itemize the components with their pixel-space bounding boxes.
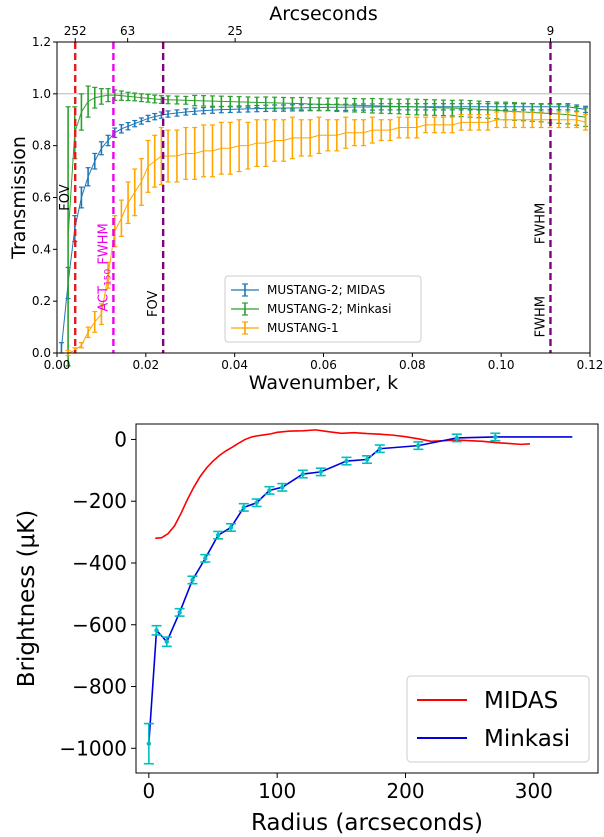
x-axis-title: Radius (arcseconds)	[251, 810, 483, 836]
legend-label: MUSTANG-2; MIDAS	[267, 283, 385, 297]
vline-label: FWHM	[533, 296, 548, 337]
y-tick-label: 1.2	[32, 35, 51, 49]
data-point	[377, 446, 383, 451]
brightness-chart: 0 100 200 300 0 −200 −400 −600 −800 −1000 Radius (…	[14, 423, 599, 836]
y-tick-label: 1.0	[32, 87, 51, 101]
legend-label: Minkasi	[484, 726, 570, 752]
y-tick-label: −1000	[59, 736, 127, 760]
data-point	[493, 434, 498, 440]
y-tick-label: 0	[114, 427, 127, 451]
series-1	[65, 85, 589, 367]
legend-label: MIDAS	[484, 688, 558, 714]
legend: MIDAS Minkasi	[406, 675, 590, 763]
data-point	[190, 577, 195, 583]
vline-label: FOV	[146, 290, 161, 316]
x-tick-label: 200	[386, 779, 424, 803]
data-point	[215, 532, 221, 538]
y-tick-label: 0.0	[32, 346, 51, 360]
y-tick-label: 0.8	[32, 139, 51, 153]
data-point	[203, 556, 208, 561]
vline-label-part: ACT	[96, 286, 111, 312]
data-point	[241, 505, 246, 510]
data-point	[177, 610, 182, 615]
y-tick-label: −400	[72, 551, 127, 575]
series-line	[155, 429, 531, 540]
legend-box	[406, 675, 590, 763]
x-tick-label: 0.00	[44, 358, 71, 372]
data-point	[267, 488, 272, 493]
legend: MUSTANG-2; MIDAS MUSTANG-2; Minkasi MUSTAN…	[224, 275, 422, 343]
vline-label-part: 150	[103, 269, 113, 286]
data-point	[300, 471, 306, 477]
top-axis-title: Arcseconds	[269, 3, 378, 25]
data-point	[228, 525, 234, 530]
y-tick-label: −200	[72, 489, 127, 513]
y-axis-title: Transmission	[8, 136, 30, 260]
top-tick-label: 25	[227, 24, 242, 38]
series-line	[60, 106, 586, 348]
plot-frame	[135, 423, 599, 774]
x-tick-label: 0.12	[577, 358, 604, 372]
y-tick-label: 0.4	[32, 242, 51, 256]
x-tick-label: 0.08	[399, 358, 426, 372]
data-point	[344, 458, 349, 464]
x-tick-label: 0.10	[488, 358, 515, 372]
top-tick-label: 63	[120, 24, 135, 38]
legend-box	[224, 275, 422, 343]
vline-label: ACT150 FWHM	[96, 223, 113, 311]
top-tick-label: 9	[547, 24, 555, 38]
y-axis-title: Brightness (μK)	[14, 510, 40, 688]
transmission-chart: FOV ACT150 FWHM FOV FWHM FWHM 0.00 0.02 0.04 0.0…	[8, 3, 603, 394]
x-tick-label: 0.04	[221, 358, 248, 372]
series-0	[155, 429, 531, 540]
data-point	[146, 741, 152, 746]
x-tick-label: 100	[258, 779, 296, 803]
series-1	[143, 432, 573, 765]
y-tick-label: −600	[72, 613, 127, 637]
data-point	[280, 485, 285, 490]
vline-label-part: FWHM	[96, 223, 111, 268]
data-point	[254, 500, 259, 505]
x-tick-label: 0.06	[310, 358, 337, 372]
y-tick-label: −800	[72, 675, 127, 699]
vline-label: FWHM	[533, 203, 548, 244]
legend-label: MUSTANG-1	[267, 321, 339, 335]
data-point	[164, 639, 169, 644]
x-tick-label: 0	[142, 779, 155, 803]
legend-label: MUSTANG-2; Minkasi	[267, 302, 391, 316]
top-tick-label: 252	[64, 24, 87, 38]
x-tick-label: 300	[515, 779, 553, 803]
y-tick-label: 0.6	[32, 191, 51, 205]
x-tick-label: 0.02	[132, 358, 159, 372]
series-2	[65, 111, 589, 357]
y-tick-label: 0.2	[32, 294, 51, 308]
data-point	[318, 469, 323, 475]
vline-label: FOV	[58, 184, 73, 210]
x-axis-title: Wavenumber, k	[249, 372, 398, 394]
series-line	[67, 94, 586, 237]
data-point	[416, 443, 421, 448]
data-point	[454, 435, 460, 441]
data-point	[154, 628, 159, 633]
data-point	[364, 457, 370, 462]
